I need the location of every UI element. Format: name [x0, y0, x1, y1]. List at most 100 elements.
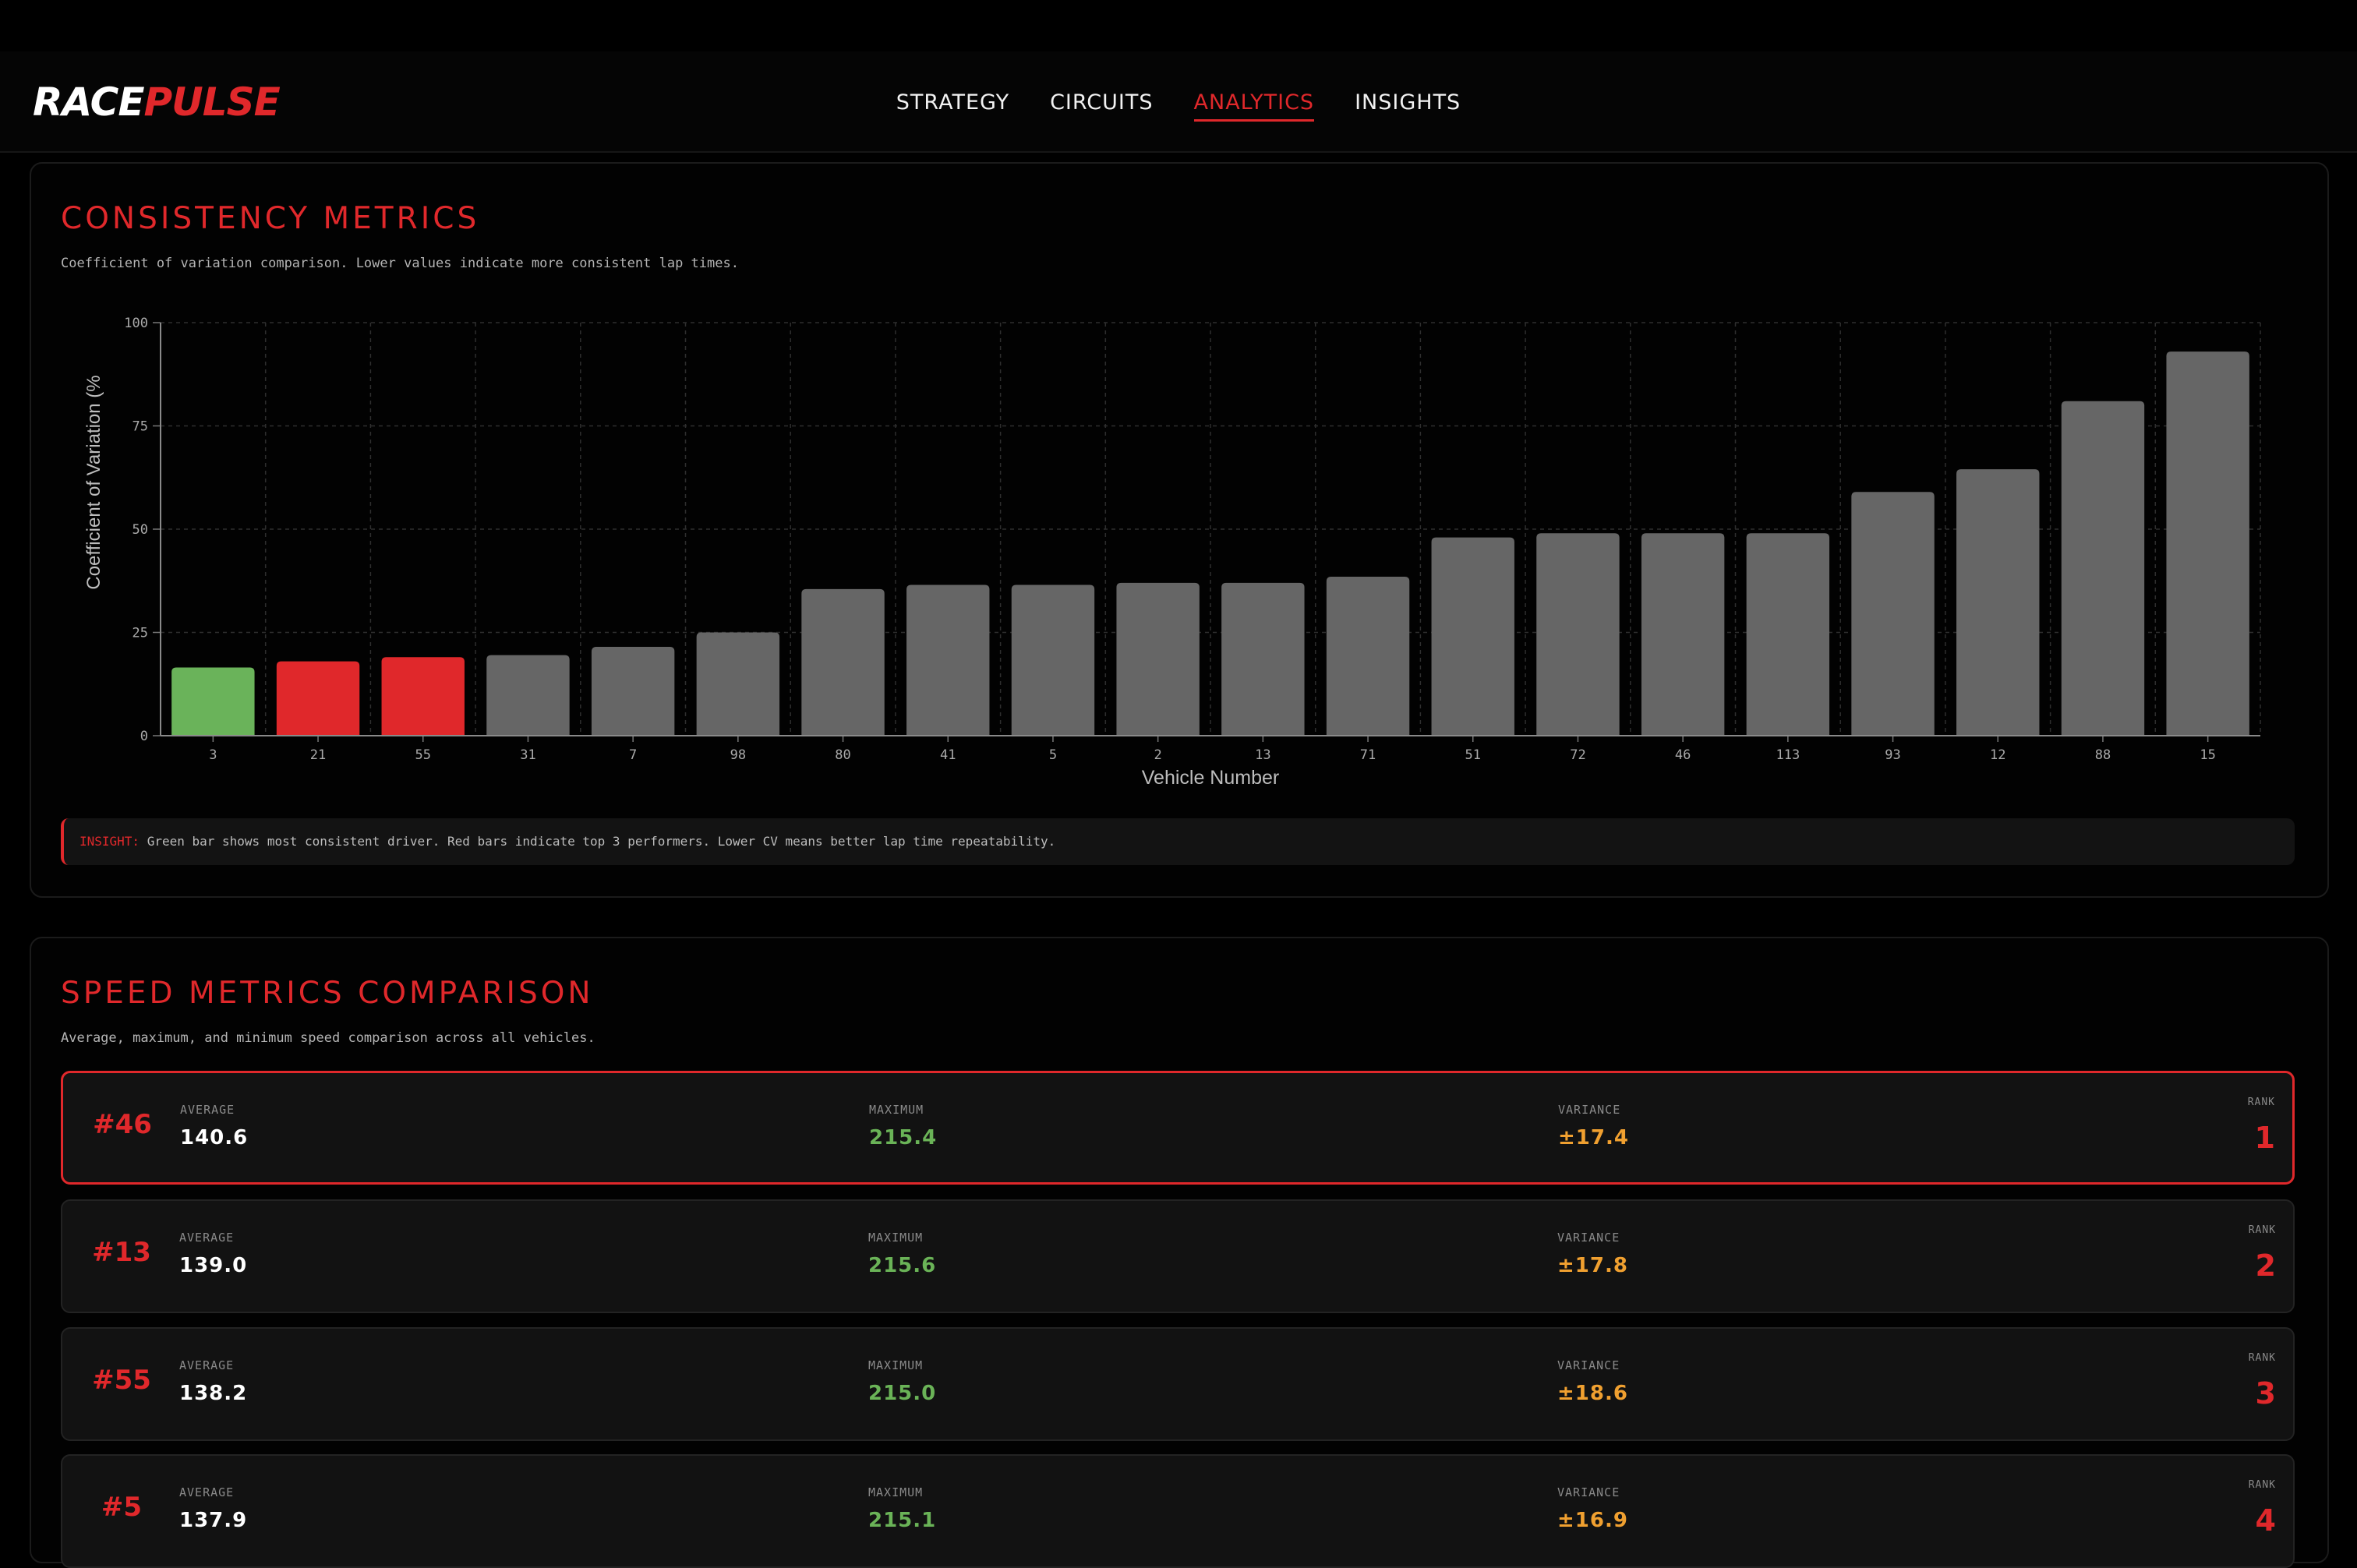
x-tick-label: 31 — [520, 747, 535, 763]
average-label: AVERAGE — [179, 1231, 235, 1245]
maximum-metric: MAXIMUM 215.4 — [869, 1103, 937, 1150]
y-tick-label: 75 — [133, 419, 148, 435]
speed-metrics-card: SPEED METRICS COMPARISON Average, maximu… — [30, 937, 2329, 1568]
rank-value: 2 — [2255, 1248, 2276, 1283]
average-metric: AVERAGE 138.2 — [179, 1358, 247, 1405]
x-tick-label: 80 — [835, 747, 850, 763]
variance-metric: VARIANCE ±18.6 — [1557, 1358, 1628, 1405]
x-tick-label: 13 — [1255, 747, 1270, 763]
variance-label: VARIANCE — [1557, 1231, 1620, 1245]
variance-value: ±17.8 — [1557, 1254, 1628, 1277]
x-tick-label: 15 — [2200, 747, 2215, 763]
bar — [2166, 351, 2249, 736]
bar — [1011, 584, 1095, 736]
insight-label: INSIGHT: — [80, 834, 140, 849]
consistency-title: CONSISTENCY METRICS — [61, 201, 480, 236]
x-tick-label: 46 — [1675, 747, 1691, 763]
maximum-value: 215.6 — [868, 1254, 937, 1277]
variance-label: VARIANCE — [1557, 1358, 1620, 1372]
variance-metric: VARIANCE ±17.8 — [1557, 1231, 1628, 1277]
maximum-label: MAXIMUM — [868, 1485, 924, 1499]
top-strip — [0, 0, 2357, 51]
consistency-subtitle: Coefficient of variation comparison. Low… — [61, 256, 739, 271]
maximum-metric: MAXIMUM 215.1 — [868, 1485, 936, 1532]
rank-label: RANK — [2248, 1352, 2276, 1364]
bar — [276, 661, 360, 736]
racepulse-logo[interactable]: RACEPULSE — [33, 79, 281, 125]
rank-value: 1 — [2254, 1121, 2275, 1155]
bar — [906, 584, 990, 736]
x-tick-label: 5 — [1049, 747, 1057, 763]
x-tick-label: 55 — [415, 747, 431, 763]
bar — [2061, 401, 2145, 736]
variance-value: ±17.4 — [1558, 1126, 1629, 1150]
rank-value: 3 — [2255, 1376, 2276, 1411]
bar — [381, 657, 465, 736]
vehicle-number: #13 — [92, 1237, 151, 1268]
y-tick-label: 50 — [133, 522, 148, 538]
bar — [486, 655, 570, 736]
main-nav: STRATEGY CIRCUITS ANALYTICS INSIGHTS — [0, 90, 2357, 122]
maximum-label: MAXIMUM — [868, 1358, 924, 1372]
bar — [1326, 576, 1410, 736]
speed-row[interactable]: #46 AVERAGE 140.6 MAXIMUM 215.4 VARIANCE… — [61, 1071, 2295, 1185]
variance-value: ±16.9 — [1557, 1509, 1628, 1532]
insight-callout: INSIGHT: Green bar shows most consistent… — [61, 818, 2295, 865]
variance-value: ±18.6 — [1557, 1382, 1628, 1405]
bar — [1221, 582, 1305, 736]
average-value: 137.9 — [179, 1509, 248, 1532]
speed-row[interactable]: #55 AVERAGE 138.2 MAXIMUM 215.0 VARIANCE… — [61, 1327, 2295, 1441]
x-tick-label: 3 — [209, 747, 217, 763]
bar — [1851, 492, 1935, 736]
nav-analytics[interactable]: ANALYTICS — [1193, 90, 1315, 122]
vehicle-number: #55 — [92, 1365, 151, 1396]
nav-strategy[interactable]: STRATEGY — [896, 90, 1010, 115]
rank-label: RANK — [2248, 1224, 2276, 1236]
logo-text-race: RACE — [33, 79, 145, 125]
speed-title: SPEED METRICS COMPARISON — [61, 976, 594, 1011]
average-metric: AVERAGE 140.6 — [180, 1103, 248, 1150]
bar — [1536, 533, 1620, 736]
average-label: AVERAGE — [180, 1103, 235, 1117]
y-axis-title: Coefficient of Variation (% — [83, 375, 104, 589]
average-value: 138.2 — [179, 1382, 248, 1405]
maximum-label: MAXIMUM — [869, 1103, 924, 1117]
speed-subtitle: Average, maximum, and minimum speed comp… — [61, 1030, 595, 1046]
nav-insights[interactable]: INSIGHTS — [1355, 90, 1461, 115]
bar — [171, 667, 255, 736]
speed-row[interactable]: #5 AVERAGE 137.9 MAXIMUM 215.1 VARIANCE … — [61, 1454, 2295, 1568]
maximum-label: MAXIMUM — [868, 1231, 924, 1245]
x-tick-label: 71 — [1360, 747, 1376, 763]
rank-block: RANK 4 — [2249, 1479, 2276, 1538]
x-tick-label: 2 — [1154, 747, 1162, 763]
x-tick-label: 41 — [940, 747, 956, 763]
maximum-value: 215.0 — [868, 1382, 937, 1405]
variance-metric: VARIANCE ±16.9 — [1557, 1485, 1628, 1532]
rank-block: RANK 1 — [2248, 1097, 2275, 1155]
x-axis-title: Vehicle Number — [1142, 767, 1279, 789]
y-tick-label: 100 — [124, 316, 148, 331]
bar — [801, 588, 885, 736]
average-metric: AVERAGE 139.0 — [179, 1231, 247, 1277]
maximum-value: 215.4 — [869, 1126, 938, 1150]
x-tick-label: 51 — [1465, 747, 1481, 763]
x-tick-label: 21 — [310, 747, 326, 763]
top-navbar: RACEPULSE STRATEGY CIRCUITS ANALYTICS IN… — [0, 51, 2357, 153]
bar — [696, 632, 780, 736]
speed-row[interactable]: #13 AVERAGE 139.0 MAXIMUM 215.6 VARIANCE… — [61, 1199, 2295, 1313]
bar — [1746, 533, 1830, 736]
insight-text: Green bar shows most consistent driver. … — [140, 834, 1056, 849]
bar — [1116, 582, 1200, 736]
variance-label: VARIANCE — [1557, 1485, 1620, 1499]
average-metric: AVERAGE 137.9 — [179, 1485, 247, 1532]
rank-label: RANK — [2248, 1479, 2276, 1491]
bar — [1956, 469, 2040, 736]
x-tick-label: 93 — [1885, 747, 1900, 763]
x-tick-label: 88 — [2095, 747, 2111, 763]
nav-circuits[interactable]: CIRCUITS — [1050, 90, 1154, 115]
vehicle-number: #5 — [101, 1492, 143, 1523]
rank-value: 4 — [2255, 1503, 2276, 1538]
logo-text-pulse: PULSE — [143, 79, 281, 125]
variance-metric: VARIANCE ±17.4 — [1558, 1103, 1629, 1150]
average-value: 140.6 — [180, 1126, 249, 1150]
